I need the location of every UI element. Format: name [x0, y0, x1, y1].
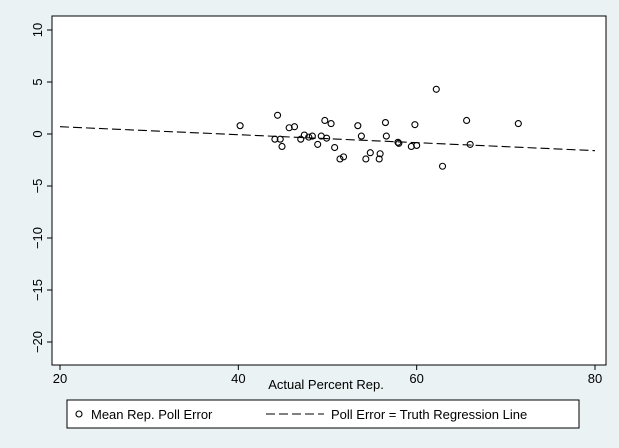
y-tick-label: 10 [30, 23, 45, 37]
data-point [327, 120, 335, 128]
y-axis: 10 5 0 −5 −10 −15 −20 [30, 23, 52, 353]
data-point [354, 122, 362, 130]
plot-area [51, 15, 607, 366]
data-point [395, 139, 403, 147]
data-point [382, 132, 390, 140]
data-point [381, 119, 390, 127]
data-point [236, 122, 244, 130]
x-tick-label: 20 [53, 371, 67, 386]
y-tick-label: −10 [30, 227, 45, 249]
data-point [438, 162, 447, 170]
data-point [339, 153, 348, 161]
data-point [357, 132, 365, 140]
legend-label-line: Poll Error = Truth Regression Line [331, 407, 527, 422]
data-point [463, 116, 471, 125]
data-point [297, 135, 305, 143]
data-point [362, 155, 370, 163]
x-tick-label: 60 [409, 371, 423, 386]
x-tick-label: 40 [231, 371, 245, 386]
x-axis-title: Actual Percent Rep. [268, 377, 384, 392]
data-point [432, 85, 440, 93]
data-point [278, 142, 286, 151]
data-point [274, 111, 282, 119]
data-point [308, 132, 316, 140]
data-point [290, 123, 299, 131]
data-point [514, 120, 522, 128]
data-point [411, 121, 419, 129]
data-point [276, 135, 284, 143]
data-point [300, 131, 308, 139]
y-tick-label: 5 [30, 78, 45, 85]
y-tick-label: 0 [30, 130, 45, 137]
data-point [305, 133, 313, 141]
chart-marks [59, 85, 596, 170]
x-axis: 20 40 60 80 [53, 365, 602, 386]
legend-marker-scatter [75, 410, 83, 418]
data-point [331, 143, 339, 152]
data-point [375, 155, 383, 163]
regression-line [59, 126, 596, 152]
data-point [314, 140, 322, 148]
data-point [336, 155, 344, 163]
x-tick-label: 80 [588, 371, 602, 386]
data-point [321, 116, 329, 125]
y-tick-label: −5 [30, 179, 45, 194]
legend-label-scatter: Mean Rep. Poll Error [91, 407, 213, 422]
y-tick-label: −15 [30, 279, 45, 301]
data-point [366, 149, 374, 157]
y-tick-label: −20 [30, 331, 45, 353]
legend: Mean Rep. Poll Error Poll Error = Truth … [66, 399, 580, 429]
data-point [376, 150, 384, 158]
